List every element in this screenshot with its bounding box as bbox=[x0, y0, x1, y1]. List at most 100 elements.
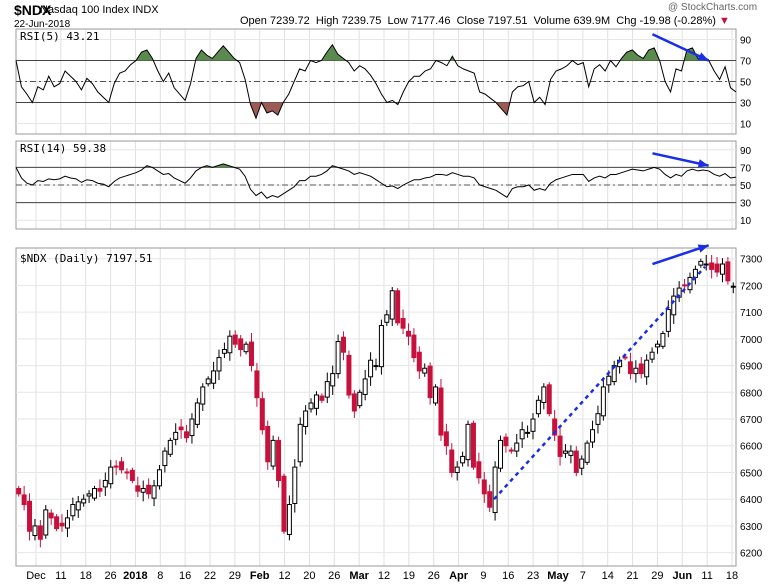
y-tick-label: 6200 bbox=[740, 549, 763, 560]
candle-body bbox=[211, 370, 217, 384]
y-tick-label: 10 bbox=[740, 216, 752, 227]
candle-body bbox=[21, 494, 27, 506]
candle-body bbox=[43, 509, 49, 536]
candle-body bbox=[151, 485, 157, 499]
y-tick-label: 50 bbox=[740, 181, 752, 192]
candle-body bbox=[146, 484, 152, 495]
candle-body bbox=[638, 363, 644, 375]
close-value: 7197.51 bbox=[487, 15, 528, 27]
y-tick-label: 7000 bbox=[740, 335, 763, 346]
down-triangle-icon: ▼ bbox=[719, 15, 730, 27]
candle-body bbox=[405, 330, 411, 337]
y-tick-label: 6700 bbox=[740, 415, 763, 426]
rsi14-title: RSI(14) 59.38 bbox=[20, 142, 106, 155]
candle-body bbox=[573, 450, 579, 473]
x-tick-label: 29 bbox=[651, 570, 663, 582]
rsi5-title: RSI(5) 43.21 bbox=[20, 30, 99, 43]
y-tick-label: 6500 bbox=[740, 468, 763, 479]
x-tick-label: 9 bbox=[480, 570, 486, 582]
candle-body bbox=[254, 370, 260, 399]
candle-body bbox=[270, 439, 276, 467]
candle-body bbox=[719, 263, 725, 275]
x-tick-label: 12 bbox=[378, 570, 390, 582]
candle-body bbox=[454, 466, 460, 473]
x-tick-label: Feb bbox=[250, 570, 270, 582]
candle-body bbox=[102, 479, 108, 488]
x-tick-label: 26 bbox=[428, 570, 440, 582]
candle-body bbox=[470, 422, 476, 468]
x-tick-label: 2018 bbox=[123, 570, 147, 582]
chg-value: -19.98 (-0.28%) bbox=[639, 15, 716, 27]
candle-body bbox=[48, 512, 54, 519]
oversold-fill bbox=[496, 102, 510, 116]
candle-body bbox=[113, 465, 119, 468]
candle-body bbox=[411, 334, 417, 359]
candle-body bbox=[362, 378, 368, 395]
candle-body bbox=[308, 402, 314, 410]
y-tick-label: 6600 bbox=[740, 442, 763, 453]
x-tick-label: 22 bbox=[204, 570, 216, 582]
candle-body bbox=[600, 386, 606, 417]
high-label: High bbox=[315, 15, 339, 27]
x-tick-label: 11 bbox=[701, 570, 712, 582]
candle-body bbox=[16, 488, 22, 495]
candle-body bbox=[562, 450, 568, 454]
candle-body bbox=[346, 354, 352, 396]
x-tick-label: 18 bbox=[726, 570, 738, 582]
candle-body bbox=[378, 324, 384, 368]
x-tick-label: 18 bbox=[80, 570, 92, 582]
candle-body bbox=[54, 516, 60, 530]
candle-body bbox=[709, 262, 715, 270]
x-tick-label: 20 bbox=[303, 570, 315, 582]
y-tick-label: 70 bbox=[740, 57, 752, 68]
y-tick-label: 30 bbox=[740, 199, 752, 210]
symbol-name: Nasdaq 100 Index INDX bbox=[40, 4, 159, 16]
x-tick-label: Jun bbox=[673, 570, 693, 582]
candle-body bbox=[590, 429, 596, 443]
x-tick-label: 26 bbox=[328, 570, 340, 582]
y-tick-label: 6900 bbox=[740, 362, 763, 373]
candle-body bbox=[389, 290, 395, 320]
volume-label: Volume bbox=[533, 15, 571, 27]
candle-body bbox=[627, 361, 633, 375]
x-tick-label: 19 bbox=[403, 570, 415, 582]
candle-body bbox=[205, 378, 211, 385]
x-tick-label: Dec bbox=[26, 570, 46, 582]
candle-body bbox=[682, 284, 688, 287]
candle-body bbox=[297, 423, 303, 463]
candle-body bbox=[81, 498, 87, 504]
candle-body bbox=[162, 450, 168, 467]
candle-body bbox=[595, 413, 601, 425]
candle-body bbox=[221, 349, 227, 354]
candle-body bbox=[443, 431, 449, 447]
candle-body bbox=[487, 491, 493, 508]
candle-body bbox=[492, 466, 498, 514]
candle-body bbox=[75, 501, 81, 511]
overbought-fill bbox=[449, 56, 455, 61]
candle-body bbox=[32, 525, 38, 537]
candle-body bbox=[606, 375, 612, 386]
x-tick-label: 23 bbox=[527, 570, 539, 582]
overbought-fill bbox=[321, 44, 346, 61]
x-tick-label: 26 bbox=[104, 570, 116, 582]
candle-body bbox=[649, 351, 655, 360]
candle-body bbox=[546, 384, 552, 415]
open-value: 7239.72 bbox=[269, 15, 310, 27]
candle-body bbox=[368, 359, 374, 378]
overbought-fill bbox=[620, 47, 660, 61]
x-tick-label: 16 bbox=[179, 570, 191, 582]
candle-body bbox=[97, 488, 103, 492]
candle-body bbox=[579, 458, 585, 469]
candle-body bbox=[384, 314, 390, 323]
panel-frame bbox=[15, 247, 737, 567]
overbought-fill bbox=[136, 50, 154, 61]
candle-body bbox=[660, 333, 666, 347]
y-tick-label: 6800 bbox=[740, 388, 763, 399]
candle-body bbox=[400, 318, 406, 329]
candle-body bbox=[498, 439, 504, 469]
candle-body bbox=[37, 525, 43, 540]
candle-body bbox=[514, 442, 520, 452]
candle-body bbox=[265, 426, 271, 463]
candle-body bbox=[427, 365, 433, 399]
candle-body bbox=[568, 450, 574, 456]
